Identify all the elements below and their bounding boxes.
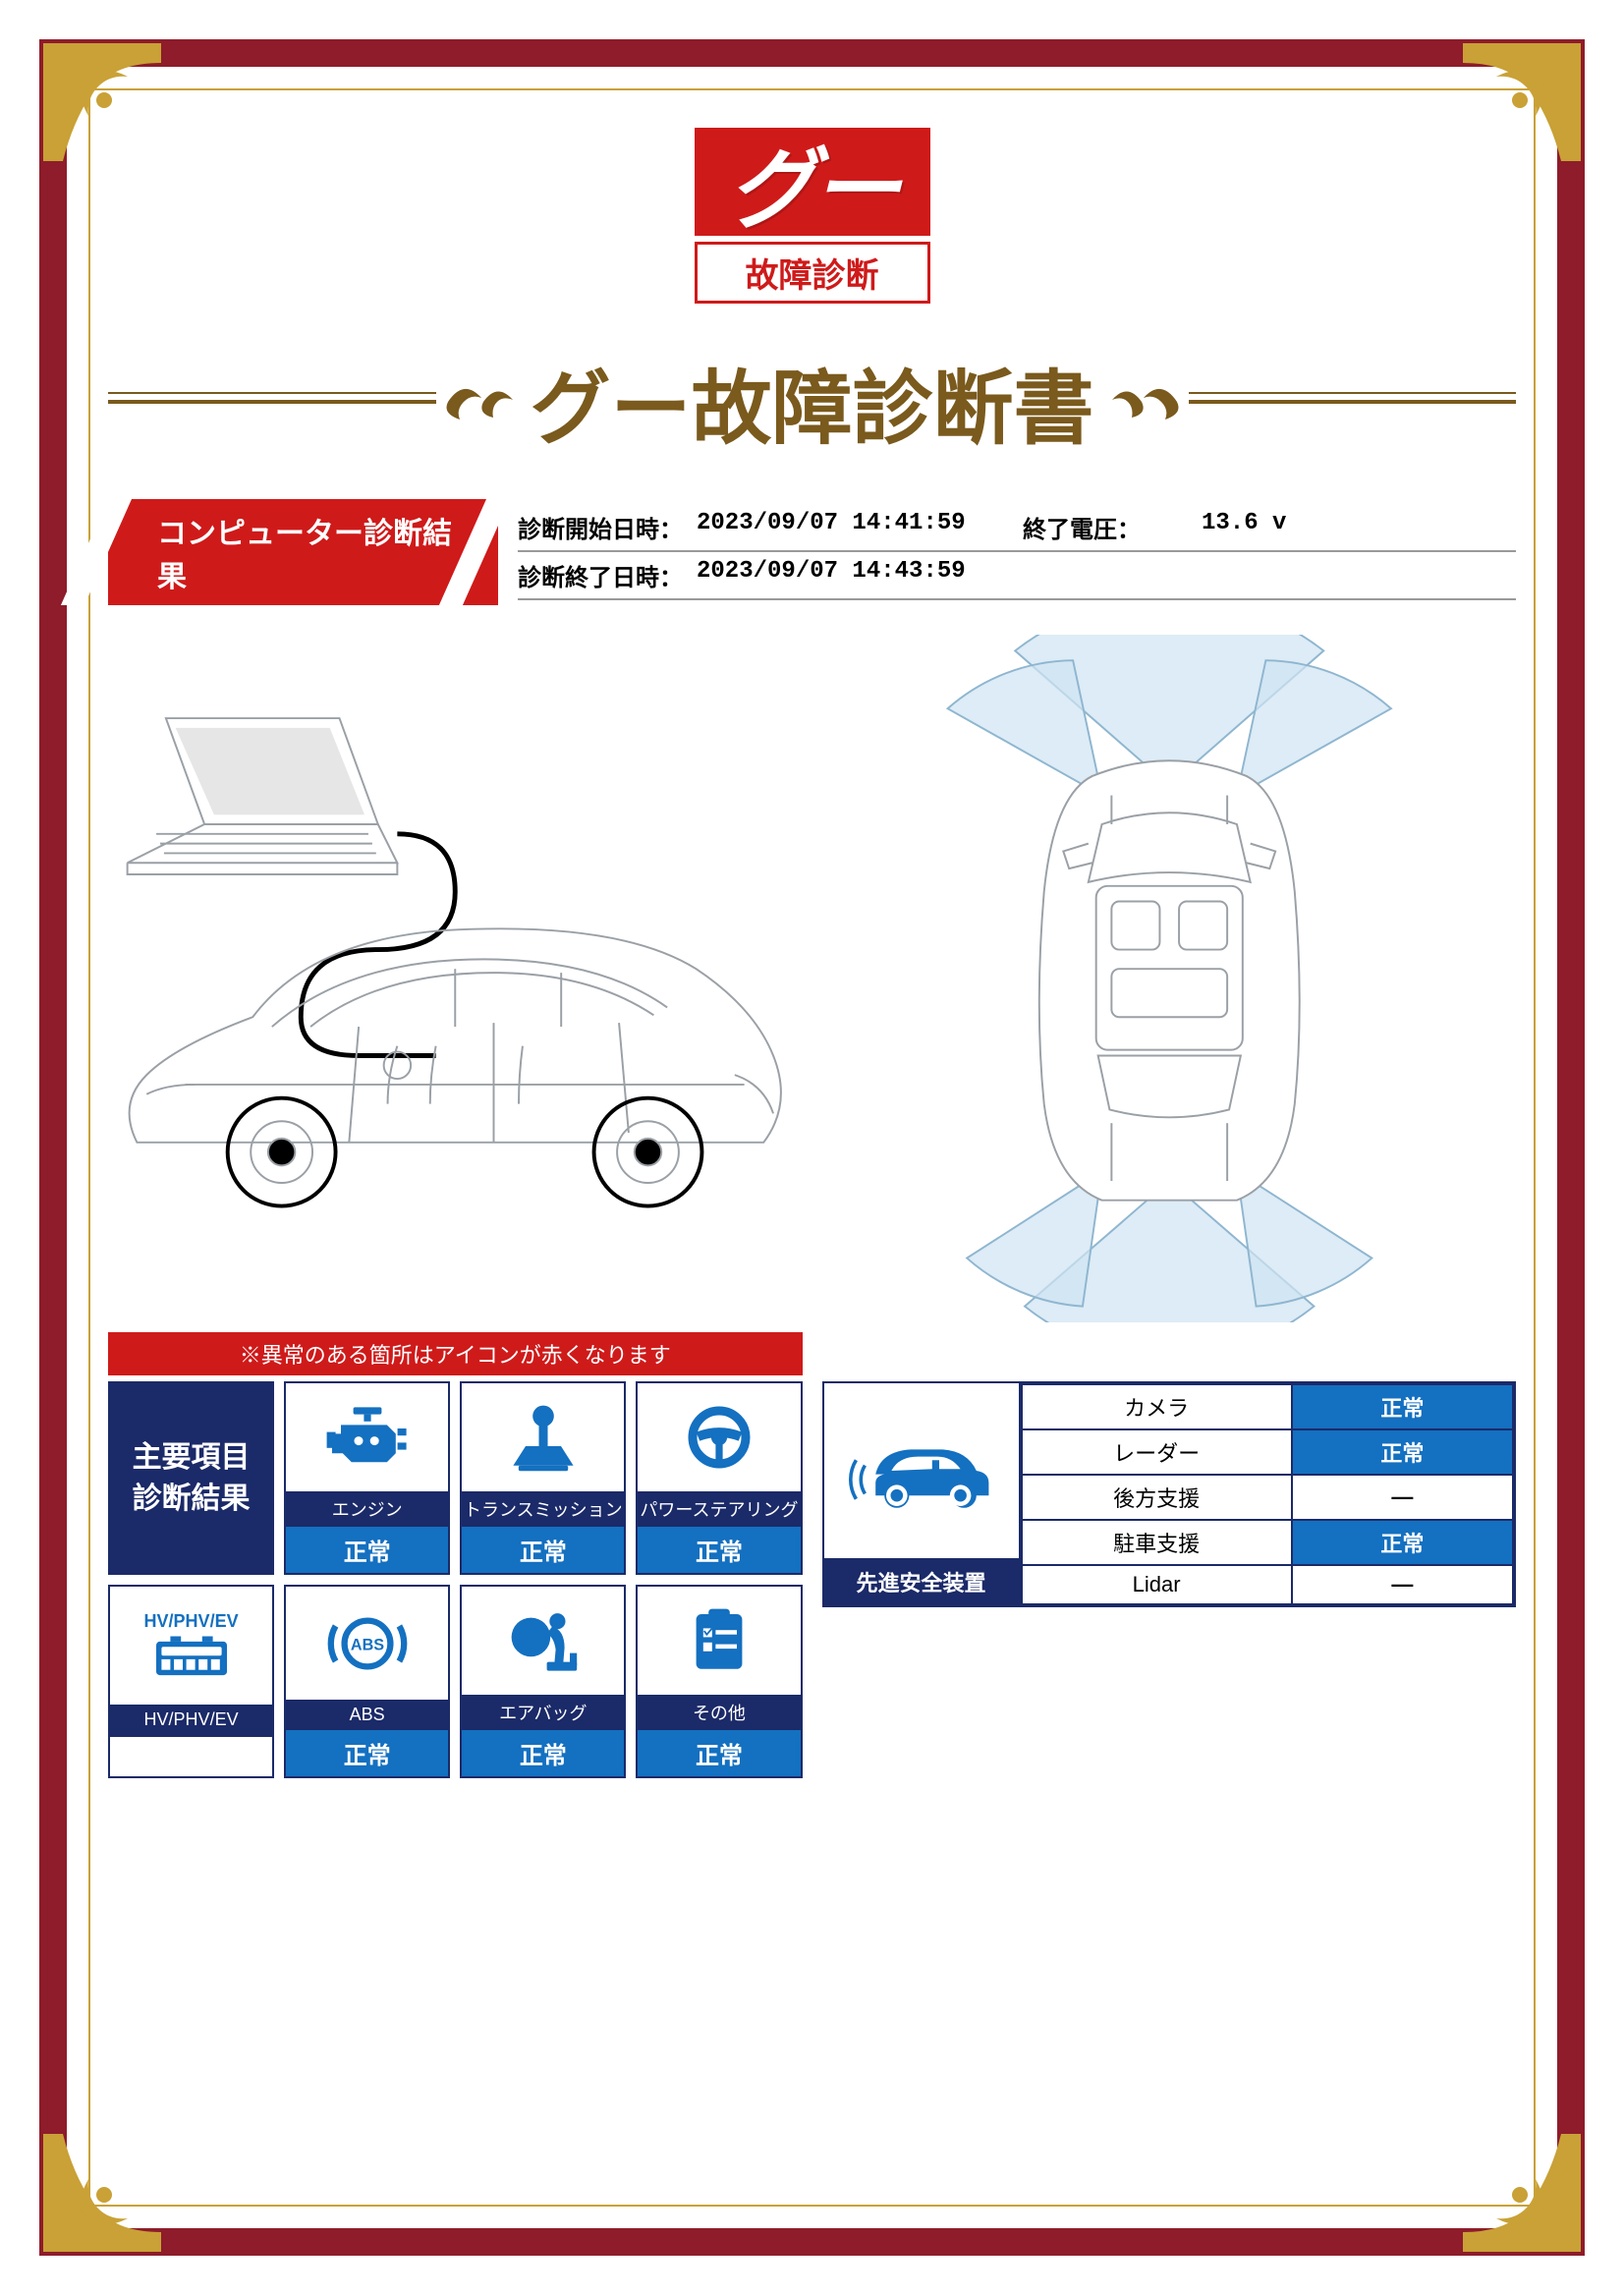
tile-status: 正常 (638, 1527, 800, 1573)
tile-status: — (110, 1735, 272, 1776)
gear-lever-icon (462, 1383, 624, 1491)
tile-abs: ABS ABS 正常 (284, 1585, 450, 1778)
meta-end-value: 2023/09/07 14:43:59 (697, 558, 1011, 592)
tile-name: エアバッグ (462, 1695, 624, 1730)
title-rule-right (1189, 400, 1517, 404)
flourish-icon (1110, 380, 1179, 423)
clipboard-icon (638, 1587, 800, 1695)
brand-logo-text: グー (695, 128, 930, 236)
safety-row-status: 正常 (1292, 1384, 1513, 1429)
section-label: コンピューター診断結果 (108, 499, 498, 605)
tile-other: その他 正常 (636, 1585, 802, 1778)
tile-power-steering: パワーステアリング 正常 (636, 1381, 802, 1575)
tile-name: ABS (286, 1700, 448, 1730)
diagram-area (108, 635, 1516, 1322)
airbag-icon (462, 1587, 624, 1695)
meta-line-end: 診断終了日時： 2023/09/07 14:43:59 (518, 552, 1516, 600)
meta-start-label: 診断開始日時： (518, 510, 685, 544)
safety-row: レーダー 正常 (1022, 1429, 1514, 1475)
tile-status: 正常 (462, 1527, 624, 1573)
safety-row-status: — (1292, 1475, 1513, 1520)
battery-ev-icon: HV/PHV/EV (110, 1587, 272, 1705)
tile-transmission: トランスミッション 正常 (460, 1381, 626, 1575)
tile-name: HV/PHV/EV (110, 1705, 272, 1735)
tile-name: トランスミッション (462, 1491, 624, 1527)
car-side-diagram (108, 635, 803, 1322)
document-title-row: グー故障診断書 (108, 343, 1516, 460)
flourish-icon (446, 380, 515, 423)
title-rule-left (108, 400, 436, 404)
document-title: グー故障診断書 (525, 343, 1100, 460)
safety-left-col: 先進安全装置 (824, 1383, 1021, 1605)
tile-name: エンジン (286, 1491, 448, 1527)
tile-airbag: エアバッグ 正常 (460, 1585, 626, 1778)
tile-engine: エンジン 正常 (284, 1381, 450, 1575)
brand-logo-subtext: 故障診断 (695, 242, 930, 304)
safety-row-name: レーダー (1022, 1429, 1292, 1475)
meta-block: 診断開始日時： 2023/09/07 14:41:59 終了電圧： 13.6 v… (518, 504, 1516, 600)
tile-status: 正常 (638, 1730, 800, 1776)
steering-wheel-icon (638, 1383, 800, 1491)
meta-voltage-value: 13.6 v (1202, 510, 1516, 544)
safety-row-name: カメラ (1022, 1384, 1292, 1429)
safety-block: 先進安全装置 カメラ 正常 レーダー 正常 後方支援 — (822, 1332, 1517, 1778)
safety-row: 後方支援 — (1022, 1475, 1514, 1520)
safety-car-icon (824, 1383, 1019, 1558)
safety-table: カメラ 正常 レーダー 正常 後方支援 — 駐車支援 (1021, 1383, 1515, 1605)
section-header-row: コンピューター診断結果 診断開始日時： 2023/09/07 14:41:59 … (108, 499, 1516, 605)
tile-name: その他 (638, 1695, 800, 1730)
meta-voltage-label: 終了電圧： (1023, 510, 1190, 544)
safety-table-wrap: 先進安全装置 カメラ 正常 レーダー 正常 後方支援 — (822, 1381, 1517, 1607)
svg-text:ABS: ABS (351, 1636, 384, 1653)
main-items-header-label: 主要項目 診断結果 (133, 1437, 251, 1520)
safety-row: カメラ 正常 (1022, 1384, 1514, 1429)
safety-row: Lidar — (1022, 1565, 1514, 1604)
safety-row-name: 駐車支援 (1022, 1520, 1292, 1565)
safety-row-status: — (1292, 1565, 1513, 1604)
safety-row-status: 正常 (1292, 1429, 1513, 1475)
tile-icon-label: HV/PHV/EV (144, 1611, 239, 1632)
car-top-sensor-diagram (822, 635, 1517, 1322)
tile-hv-phv-ev: HV/PHV/EV HV/PHV/EV — (108, 1585, 274, 1778)
tile-status: 正常 (462, 1730, 624, 1776)
meta-line-start: 診断開始日時： 2023/09/07 14:41:59 終了電圧： 13.6 v (518, 504, 1516, 552)
safety-row-status: 正常 (1292, 1520, 1513, 1565)
main-items-header: 主要項目 診断結果 (108, 1381, 274, 1575)
content-area: グー 故障診断 グー故障診断書 コンピューター診断結果 診断開始日時： 2023… (108, 108, 1516, 2187)
safety-row-name: 後方支援 (1022, 1475, 1292, 1520)
tile-status: 正常 (286, 1730, 448, 1776)
page: グー 故障診断 グー故障診断書 コンピューター診断結果 診断開始日時： 2023… (0, 0, 1624, 2295)
meta-start-value: 2023/09/07 14:41:59 (697, 510, 1011, 544)
safety-row: 駐車支援 正常 (1022, 1520, 1514, 1565)
safety-section-label: 先進安全装置 (824, 1558, 1019, 1605)
results-section: ※異常のある箇所はアイコンが赤くなります 主要項目 診断結果 エンジン 正常 (108, 1332, 1516, 1778)
main-items-block: ※異常のある箇所はアイコンが赤くなります 主要項目 診断結果 エンジン 正常 (108, 1332, 803, 1778)
tile-name: パワーステアリング (638, 1491, 800, 1527)
safety-row-name: Lidar (1022, 1565, 1292, 1604)
abnormal-note-banner: ※異常のある箇所はアイコンが赤くなります (108, 1332, 803, 1375)
meta-end-label: 診断終了日時： (518, 558, 685, 592)
abs-icon: ABS (286, 1587, 448, 1700)
main-items-grid: 主要項目 診断結果 エンジン 正常 トランスミッション (108, 1381, 803, 1778)
tile-status: 正常 (286, 1527, 448, 1573)
brand-logo: グー 故障診断 (695, 128, 930, 304)
engine-icon (286, 1383, 448, 1491)
